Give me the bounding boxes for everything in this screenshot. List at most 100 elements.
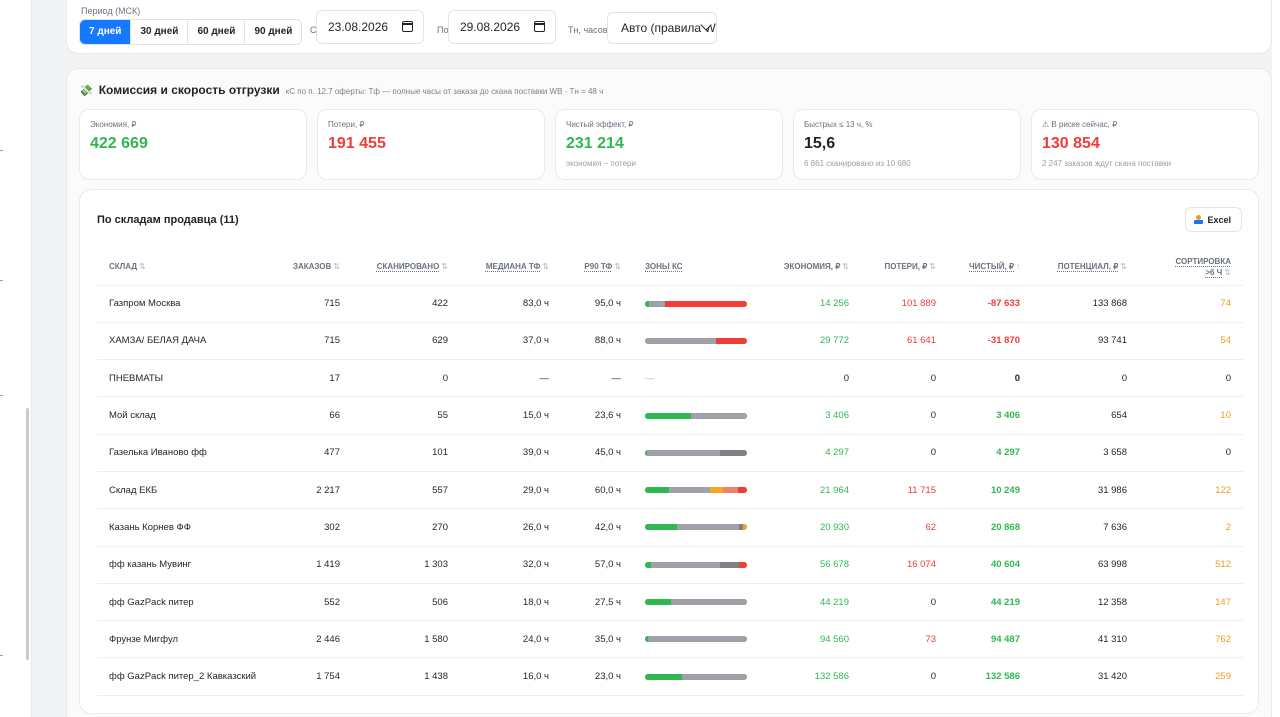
table-row[interactable]: Газелька Иваново фф 477 101 39,0 ч 45,0 ч 4 2…: [97, 434, 1243, 472]
period-60-days-button[interactable]: 60 дней: [188, 20, 246, 44]
kpi-label: Быстрых ≤ 13 ч, %: [804, 120, 873, 129]
header-label: Потенциал, ₽: [1057, 262, 1119, 272]
zone-segment-gray: [651, 561, 721, 568]
col-header-sorting[interactable]: Сортировка >6 ч ⇅: [1139, 249, 1243, 286]
cell-net: 3 406: [948, 396, 1032, 435]
col-header-net[interactable]: Чистый, ₽ ↑: [948, 249, 1032, 286]
cell-potential: 31 986: [1032, 471, 1139, 510]
date-from-value: 23.08.2026: [328, 20, 389, 34]
cell-net: 44 219: [948, 583, 1032, 622]
cell-orders: 2 217: [267, 471, 352, 510]
col-header-savings[interactable]: Экономия, ₽ ⇅: [757, 249, 861, 286]
cell-zones: [633, 396, 757, 435]
kpi-label: ⚠ В риске сейчас, ₽: [1042, 120, 1118, 129]
cell-losses: 0: [861, 359, 948, 398]
col-header-potential[interactable]: Потенциал, ₽ ⇅: [1032, 249, 1139, 286]
kpi-value: 130 854: [1042, 135, 1100, 152]
kpi-sub: 2 247 заказов ждут скана поставки: [1042, 159, 1172, 168]
table-row[interactable]: фф GazPack питер_2 Кавказский 1 754 1 438 1…: [97, 657, 1243, 696]
period-90-days-button[interactable]: 90 дней: [245, 20, 302, 44]
table-row[interactable]: Склад ЕКБ 2 217 557 29,0 ч 60,0 ч 21 964 11 71…: [97, 471, 1243, 510]
date-to-value: 29.08.2026: [460, 20, 521, 34]
sort-icon[interactable]: ⇅: [1224, 267, 1231, 277]
kpi-losses: Потери, ₽ 191 455: [317, 109, 545, 180]
period-7-days-button[interactable]: 7 дней: [80, 20, 132, 44]
zone-segment-red: [665, 300, 747, 307]
table-row[interactable]: ПНЕВМАТЫ 17 0— — —0 0 0 0 0: [97, 359, 1243, 398]
table-row[interactable]: ХАМЗА/ БЕЛАЯ ДАЧА 715 629 37,0 ч 88,0 ч 29 77…: [97, 322, 1243, 361]
period-30-days-button[interactable]: 30 дней: [131, 20, 189, 44]
sort-icon[interactable]: ⇅: [1120, 262, 1127, 272]
table-title: По складам продавца (11): [97, 214, 239, 226]
zone-segment-orange: [710, 487, 723, 494]
period-segmented-control: 7 дней 30 дней 60 дней 90 дней: [79, 19, 303, 45]
cell-losses: 0: [861, 434, 948, 472]
tn-select[interactable]: Авто (правила W: [607, 12, 717, 44]
date-from-input[interactable]: 23.08.2026: [316, 10, 424, 44]
sort-icon[interactable]: ⇅: [842, 262, 849, 272]
sort-icon[interactable]: ⇅: [139, 262, 146, 272]
cell-warehouse: Фрунзе Мигфул: [97, 620, 267, 659]
cell-net: 94 487: [948, 620, 1032, 659]
cell-median: 32,0 ч: [460, 546, 561, 584]
cell-zones: [633, 657, 757, 696]
cell-scanned: 629: [352, 322, 460, 361]
table-row[interactable]: фф GazPack питер 552 506 18,0 ч 27,5 ч 44 219…: [97, 583, 1243, 622]
cell-savings: 44 219: [757, 583, 861, 622]
cell-potential: 41 310: [1032, 620, 1139, 659]
zone-segment-green: [645, 487, 670, 494]
cell-sorting: 122: [1139, 471, 1243, 510]
excel-export-button[interactable]: Excel: [1185, 207, 1242, 232]
cell-losses: 16 074: [861, 546, 948, 584]
table-body: Газпром Москва 715 422 83,0 ч 95,0 ч 14 256 10…: [97, 285, 1243, 696]
cell-losses: 0: [861, 657, 948, 696]
calendar-icon[interactable]: [534, 21, 545, 32]
table-row[interactable]: Казань Корнев ФФ 302 270 26,0 ч 42,0 ч 20 930…: [97, 508, 1243, 547]
table-row[interactable]: Фрунзе Мигфул 2 446 1 580 24,0 ч 35,0 ч 94 56…: [97, 620, 1243, 659]
table-row[interactable]: фф казань Мувинг 1 419 1 303 32,0 ч 57,0 ч 56…: [97, 546, 1243, 584]
cell-median: 29,0 ч: [460, 471, 561, 510]
cell-p90: 88,0 ч: [561, 322, 633, 361]
rail-tick: [0, 150, 3, 151]
calendar-icon[interactable]: [402, 21, 413, 32]
col-header-scanned[interactable]: Сканировано ⇅: [352, 249, 460, 286]
zone-segment-gray: [648, 636, 747, 643]
header-label: Чистый, ₽: [969, 262, 1014, 272]
cell-losses: 11 715: [861, 471, 948, 510]
section-title: Комиссия и скорость отгрузки: [98, 83, 280, 97]
zone-segment-gray: [645, 337, 717, 344]
col-header-losses[interactable]: Потери, ₽ ⇅: [861, 249, 948, 286]
header-label: Потери, ₽: [884, 262, 928, 272]
warehouse-table: Склад ⇅ Заказов ⇅ Сканировано ⇅ Медиана ТФ ⇅…: [97, 249, 1243, 696]
cell-p90: 60,0 ч: [561, 471, 633, 510]
sort-icon[interactable]: ⇅: [614, 262, 621, 272]
sort-icon[interactable]: ⇅: [333, 262, 340, 272]
kpi-savings: Экономия, ₽ 422 669: [79, 109, 307, 180]
col-header-zones: Зоны кС: [633, 249, 757, 286]
cell-potential: 133 868: [1032, 285, 1139, 323]
col-header-p90[interactable]: P90 ТФ ⇅: [561, 249, 633, 286]
col-header-orders[interactable]: Заказов ⇅: [267, 249, 352, 286]
zone-bar: [645, 412, 747, 419]
header-label: Заказов: [292, 262, 332, 272]
sort-icon[interactable]: ⇅: [929, 262, 936, 272]
sidebar-scrollbar[interactable]: [26, 408, 29, 660]
date-to-label: По: [437, 25, 449, 35]
col-header-median[interactable]: Медиана ТФ ⇅: [460, 249, 561, 286]
rail-tick: [0, 655, 3, 656]
cell-scanned: 1 438: [352, 657, 460, 696]
col-header-warehouse[interactable]: Склад ⇅: [97, 249, 267, 286]
zone-segment-red: [737, 487, 747, 494]
zone-segment-gray: [681, 673, 747, 680]
cell-warehouse: Газпром Москва: [97, 285, 267, 323]
sort-active-icon[interactable]: ↑: [1016, 262, 1020, 272]
sort-icon[interactable]: ⇅: [441, 262, 448, 272]
cell-orders: 715: [267, 285, 352, 323]
table-row[interactable]: Газпром Москва 715 422 83,0 ч 95,0 ч 14 256 10…: [97, 285, 1243, 323]
date-to-input[interactable]: 29.08.2026: [448, 10, 556, 44]
cell-median: 15,0 ч: [460, 396, 561, 435]
sort-icon[interactable]: ⇅: [542, 262, 549, 272]
cell-orders: 2 446: [267, 620, 352, 659]
kpi-at-risk: ⚠ В риске сейчас, ₽ 130 854 2 247 заказо…: [1031, 109, 1259, 180]
